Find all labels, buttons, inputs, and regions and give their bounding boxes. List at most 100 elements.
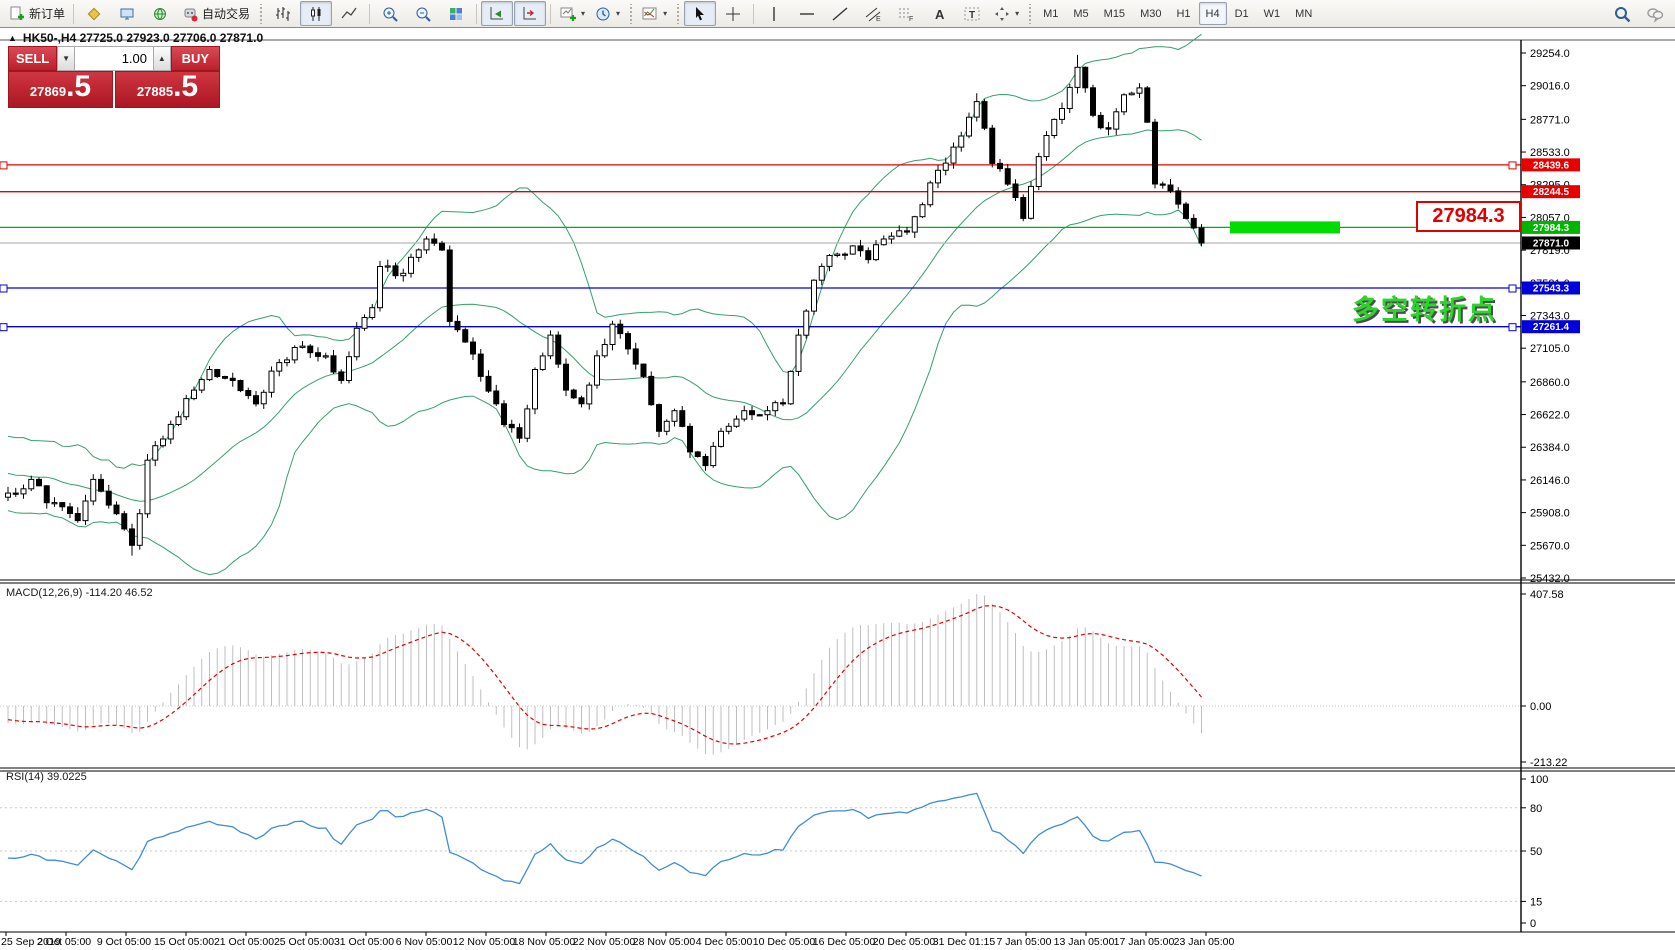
timeframe-w1-button[interactable]: W1 bbox=[1263, 7, 1281, 20]
chart-canvas[interactable]: 29254.029016.028771.028533.028295.028057… bbox=[0, 29, 1675, 950]
text-button[interactable]: A bbox=[923, 1, 955, 26]
price-tag bbox=[1522, 220, 1580, 234]
svg-text:25670.0: 25670.0 bbox=[1530, 540, 1570, 552]
svg-text:9 Oct 05:00: 9 Oct 05:00 bbox=[97, 936, 151, 948]
chart-window[interactable]: 29254.029016.028771.028533.028295.028057… bbox=[0, 29, 1675, 950]
market-package-button[interactable] bbox=[78, 1, 110, 26]
text-label-button[interactable]: T bbox=[956, 1, 988, 26]
periods-button[interactable]: ▾ bbox=[590, 1, 624, 26]
timeframe-m5-button[interactable]: M5 bbox=[1073, 7, 1089, 20]
new-chart-button[interactable]: ▾ bbox=[555, 1, 589, 26]
line-handle[interactable] bbox=[1508, 161, 1517, 170]
toolbar-grip bbox=[258, 3, 264, 24]
buy-price-main: 27885 bbox=[136, 84, 174, 99]
bar-chart-mode-button[interactable] bbox=[267, 1, 299, 26]
dropdown-caret-icon: ▾ bbox=[581, 9, 586, 18]
signals-button[interactable] bbox=[144, 1, 176, 26]
timeframe-h1-button[interactable]: H1 bbox=[1176, 7, 1191, 20]
cursor-button[interactable] bbox=[684, 1, 717, 26]
main-toolbar: 新订单 自动交易 ▾ ▾ ▾ E F A T ▾ M1 M5 M15 M30 H1 H4 D1 W1 MN bbox=[0, 0, 1675, 28]
indicators-button[interactable]: ▾ bbox=[637, 1, 671, 26]
fibonacci-retracement-button[interactable]: F bbox=[890, 1, 922, 26]
dropdown-caret-icon: ▾ bbox=[663, 9, 668, 18]
svg-text:29254.0: 29254.0 bbox=[1530, 48, 1570, 60]
line-chart-mode-button[interactable] bbox=[333, 1, 365, 26]
new-order-icon bbox=[8, 5, 26, 23]
timeframe-m30-button[interactable]: M30 bbox=[1140, 7, 1162, 20]
svg-text:2 Oct 05:00: 2 Oct 05:00 bbox=[37, 936, 91, 948]
vertical-line-button[interactable] bbox=[758, 1, 790, 26]
candle-chart-mode-icon bbox=[307, 5, 325, 23]
toolbar-separator bbox=[73, 3, 75, 24]
svg-text:-213.22: -213.22 bbox=[1530, 757, 1567, 769]
buy-price-button[interactable]: 27885 .5 bbox=[115, 71, 220, 108]
zoom-out-icon bbox=[414, 5, 432, 23]
svg-text:80: 80 bbox=[1530, 803, 1542, 815]
toolbar-separator bbox=[753, 3, 755, 24]
chart-shift-button[interactable] bbox=[514, 1, 547, 26]
candle-chart-mode-button[interactable] bbox=[300, 1, 333, 26]
zoom-out-button[interactable] bbox=[407, 1, 439, 26]
crosshair-button[interactable] bbox=[717, 1, 749, 26]
price-tag bbox=[1522, 281, 1580, 295]
volume-decrease-button[interactable]: ▼ bbox=[57, 46, 75, 71]
sell-price-fraction: .5 bbox=[66, 70, 92, 103]
line-handle[interactable] bbox=[1508, 323, 1517, 332]
sell-price-button[interactable]: 27869 .5 bbox=[8, 71, 113, 108]
chat-button[interactable] bbox=[1639, 1, 1671, 26]
svg-text:27105.0: 27105.0 bbox=[1530, 343, 1570, 355]
equidistant-channel-icon: E bbox=[864, 5, 882, 23]
volume-increase-button[interactable]: ▲ bbox=[153, 46, 171, 71]
highlight-zone-rectangle[interactable] bbox=[1230, 221, 1340, 234]
trendline-button[interactable] bbox=[824, 1, 856, 26]
new-order-button[interactable]: 新订单 bbox=[4, 1, 69, 26]
svg-text:6 Nov 05:00: 6 Nov 05:00 bbox=[396, 936, 453, 948]
chat-icon bbox=[1646, 5, 1664, 23]
timeframe-d1-button[interactable]: D1 bbox=[1234, 7, 1249, 20]
arrow-objects-button[interactable]: ▾ bbox=[989, 1, 1023, 26]
sell-button[interactable]: SELL bbox=[8, 46, 58, 71]
rsi-value: 39.0225 bbox=[46, 771, 87, 783]
auto-trading-button[interactable]: 自动交易 bbox=[177, 1, 254, 26]
cursor-icon bbox=[691, 5, 709, 23]
svg-text:28771.0: 28771.0 bbox=[1530, 114, 1570, 126]
volume-input[interactable] bbox=[75, 46, 153, 71]
horizontal-level-lines[interactable] bbox=[0, 161, 1521, 332]
svg-text:20 Dec 05:00: 20 Dec 05:00 bbox=[873, 936, 936, 948]
timeframe-h4-button[interactable]: H4 bbox=[1198, 2, 1227, 25]
svg-text:12 Nov 05:00: 12 Nov 05:00 bbox=[453, 936, 516, 948]
svg-text:27984.3: 27984.3 bbox=[1533, 223, 1570, 234]
equidistant-channel-button[interactable]: E bbox=[857, 1, 889, 26]
line-handle[interactable] bbox=[1508, 284, 1517, 293]
horizontal-line-icon bbox=[798, 5, 816, 23]
svg-text:18 Nov 05:00: 18 Nov 05:00 bbox=[513, 936, 576, 948]
horizontal-line-button[interactable] bbox=[791, 1, 823, 26]
svg-text:27261.4: 27261.4 bbox=[1533, 322, 1570, 333]
timeframe-m1-button[interactable]: M1 bbox=[1043, 7, 1059, 20]
search-icon bbox=[1613, 5, 1631, 23]
line-handle[interactable] bbox=[0, 284, 8, 293]
zoom-in-button[interactable] bbox=[374, 1, 406, 26]
tile-windows-icon bbox=[447, 5, 465, 23]
turning-point-note[interactable]: 多空转折点 bbox=[1352, 295, 1497, 325]
buy-price-fraction: .5 bbox=[173, 70, 199, 103]
search-button[interactable] bbox=[1606, 1, 1638, 26]
dropdown-caret-icon: ▾ bbox=[1015, 9, 1020, 18]
svg-text:28244.5: 28244.5 bbox=[1533, 187, 1570, 198]
terminal-window-button[interactable] bbox=[111, 1, 143, 26]
svg-text:50: 50 bbox=[1530, 846, 1542, 858]
svg-text:29016.0: 29016.0 bbox=[1530, 81, 1570, 93]
line-handle[interactable] bbox=[0, 323, 8, 332]
macd-values: -114.20 46.52 bbox=[85, 587, 153, 599]
bollinger-bands bbox=[7, 33, 1202, 576]
auto-scroll-button[interactable] bbox=[481, 1, 514, 26]
buy-button[interactable]: BUY bbox=[170, 46, 220, 71]
timeframe-m15-button[interactable]: M15 bbox=[1103, 7, 1126, 20]
tile-windows-button[interactable] bbox=[440, 1, 472, 26]
trendline-icon bbox=[831, 5, 849, 23]
new-order-label: 新订单 bbox=[29, 7, 66, 21]
line-handle[interactable] bbox=[0, 161, 8, 170]
price-level-annotation-box[interactable]: 27984.3 bbox=[1416, 201, 1521, 232]
timeframe-mn-button[interactable]: MN bbox=[1295, 7, 1313, 20]
